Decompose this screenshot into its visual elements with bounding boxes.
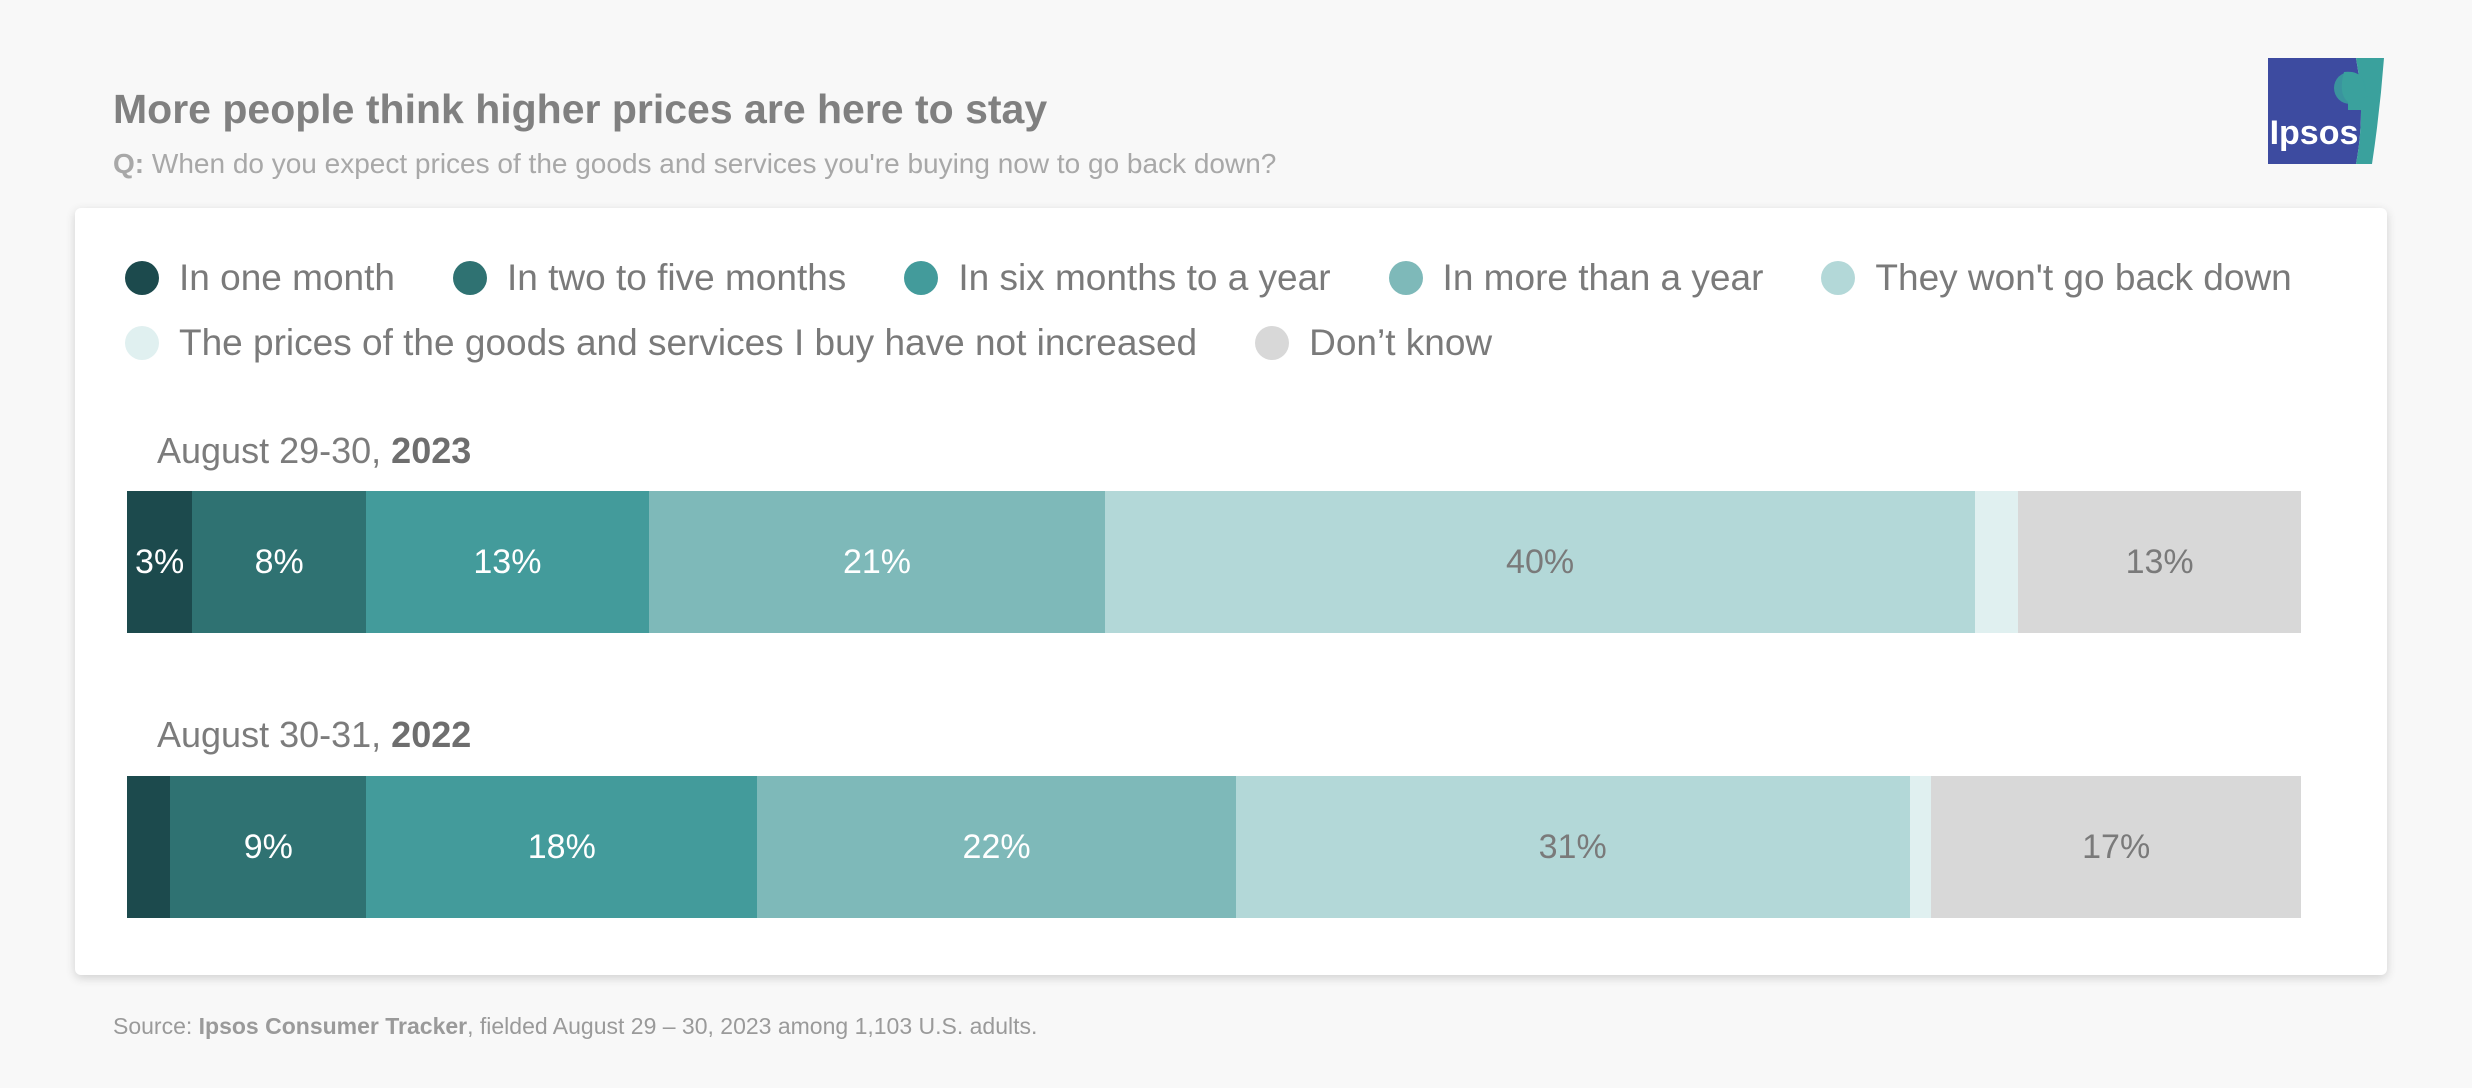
legend: In one month In two to five months In si… bbox=[125, 248, 2365, 373]
legend-label: Don’t know bbox=[1309, 322, 1493, 363]
legend-label: They won't go back down bbox=[1875, 257, 2292, 298]
legend-item-dont-know: Don’t know bbox=[1255, 322, 1492, 364]
legend-row-1: In one month In two to five months In si… bbox=[125, 248, 2365, 308]
legend-swatch bbox=[125, 261, 159, 295]
bar-segment-2023-5 bbox=[1974, 491, 2019, 633]
legend-item-two-to-five-months: In two to five months bbox=[452, 257, 847, 299]
bar-segment-2023-6: 13% bbox=[2018, 491, 2301, 633]
period-year: 2023 bbox=[391, 430, 472, 471]
bar-segment-2022-2: 18% bbox=[366, 776, 758, 918]
bar-segment-label: 22% bbox=[962, 827, 1031, 866]
bar-segment-2023-3: 21% bbox=[648, 491, 1106, 633]
bar-segment-2022-6: 17% bbox=[1931, 776, 2301, 918]
source-rest: , fielded August 29 – 30, 2023 among 1,1… bbox=[467, 1013, 1038, 1039]
bar-segment-label: 21% bbox=[842, 542, 912, 581]
bar-segment-2023-4: 40% bbox=[1105, 491, 1975, 633]
legend-label: In one month bbox=[179, 257, 395, 298]
source-name: Ipsos Consumer Tracker bbox=[198, 1013, 468, 1039]
bar-segment-2022-0 bbox=[127, 776, 171, 918]
legend-item-one-month: In one month bbox=[125, 257, 395, 299]
legend-label: In more than a year bbox=[1442, 257, 1764, 298]
legend-swatch bbox=[452, 261, 487, 295]
period-dates: August 29-30, bbox=[157, 430, 392, 471]
source-prefix: Source: bbox=[113, 1013, 199, 1039]
legend-swatch bbox=[1821, 261, 1856, 295]
bar-segment-2023-0: 3% bbox=[127, 491, 193, 633]
bar-segment-label: 13% bbox=[473, 542, 542, 581]
source-note: Source: Ipsos Consumer Tracker, fielded … bbox=[113, 1013, 1037, 1040]
bar-segment-2022-1: 9% bbox=[170, 776, 367, 918]
logo-text: Ipsos bbox=[2270, 114, 2359, 152]
bar-segment-label: 9% bbox=[243, 827, 293, 866]
chart-subtitle: Q: When do you expect prices of the good… bbox=[113, 148, 1276, 180]
legend-label: In six months to a year bbox=[958, 257, 1331, 298]
legend-item-six-months-to-year: In six months to a year bbox=[904, 257, 1331, 299]
bar-segment-label: 13% bbox=[2125, 542, 2194, 581]
bar-segment-label: 8% bbox=[254, 542, 304, 581]
bar-segment-2023-2: 13% bbox=[366, 491, 649, 633]
stacked-bar-2023: 3% 8% 13% 21% 40% 13% bbox=[127, 491, 2301, 633]
legend-item-more-than-year: In more than a year bbox=[1388, 257, 1764, 299]
bar-segment-2022-3: 22% bbox=[757, 776, 1236, 918]
period-year: 2022 bbox=[391, 714, 472, 755]
period-label-2022: August 30-31, 2022 bbox=[157, 714, 471, 756]
legend-swatch bbox=[1255, 326, 1290, 360]
bar-segment-label: 17% bbox=[2082, 827, 2151, 866]
bar-segment-2023-1: 8% bbox=[192, 491, 367, 633]
bar-segment-label: 3% bbox=[135, 542, 185, 581]
question-text: When do you expect prices of the goods a… bbox=[144, 148, 1277, 179]
legend-label: The prices of the goods and services I b… bbox=[179, 322, 1198, 363]
bar-segment-2022-4: 31% bbox=[1235, 776, 1910, 918]
legend-item-not-increased: The prices of the goods and services I b… bbox=[125, 322, 1197, 364]
legend-swatch bbox=[904, 261, 939, 295]
period-dates: August 30-31, bbox=[157, 714, 392, 755]
chart-card: In one month In two to five months In si… bbox=[75, 208, 2387, 975]
legend-swatch bbox=[1388, 261, 1423, 295]
bar-segment-label: 18% bbox=[527, 827, 596, 866]
bar-segment-label: 40% bbox=[1506, 542, 1575, 581]
stacked-bar-2022: 9% 18% 22% 31% 17% bbox=[127, 776, 2301, 918]
question-prefix: Q: bbox=[113, 148, 145, 179]
period-label-2023: August 29-30, 2023 bbox=[157, 430, 471, 472]
legend-item-wont-go-down: They won't go back down bbox=[1821, 257, 2292, 299]
legend-row-2: The prices of the goods and services I b… bbox=[125, 313, 2365, 373]
bar-segment-2022-5 bbox=[1909, 776, 1932, 918]
legend-swatch bbox=[125, 326, 159, 360]
chart-title: More people think higher prices are here… bbox=[113, 86, 1048, 132]
bar-segment-label: 31% bbox=[1538, 827, 1607, 866]
ipsos-logo-icon: Ipsos bbox=[2268, 58, 2384, 164]
legend-label: In two to five months bbox=[506, 257, 847, 298]
